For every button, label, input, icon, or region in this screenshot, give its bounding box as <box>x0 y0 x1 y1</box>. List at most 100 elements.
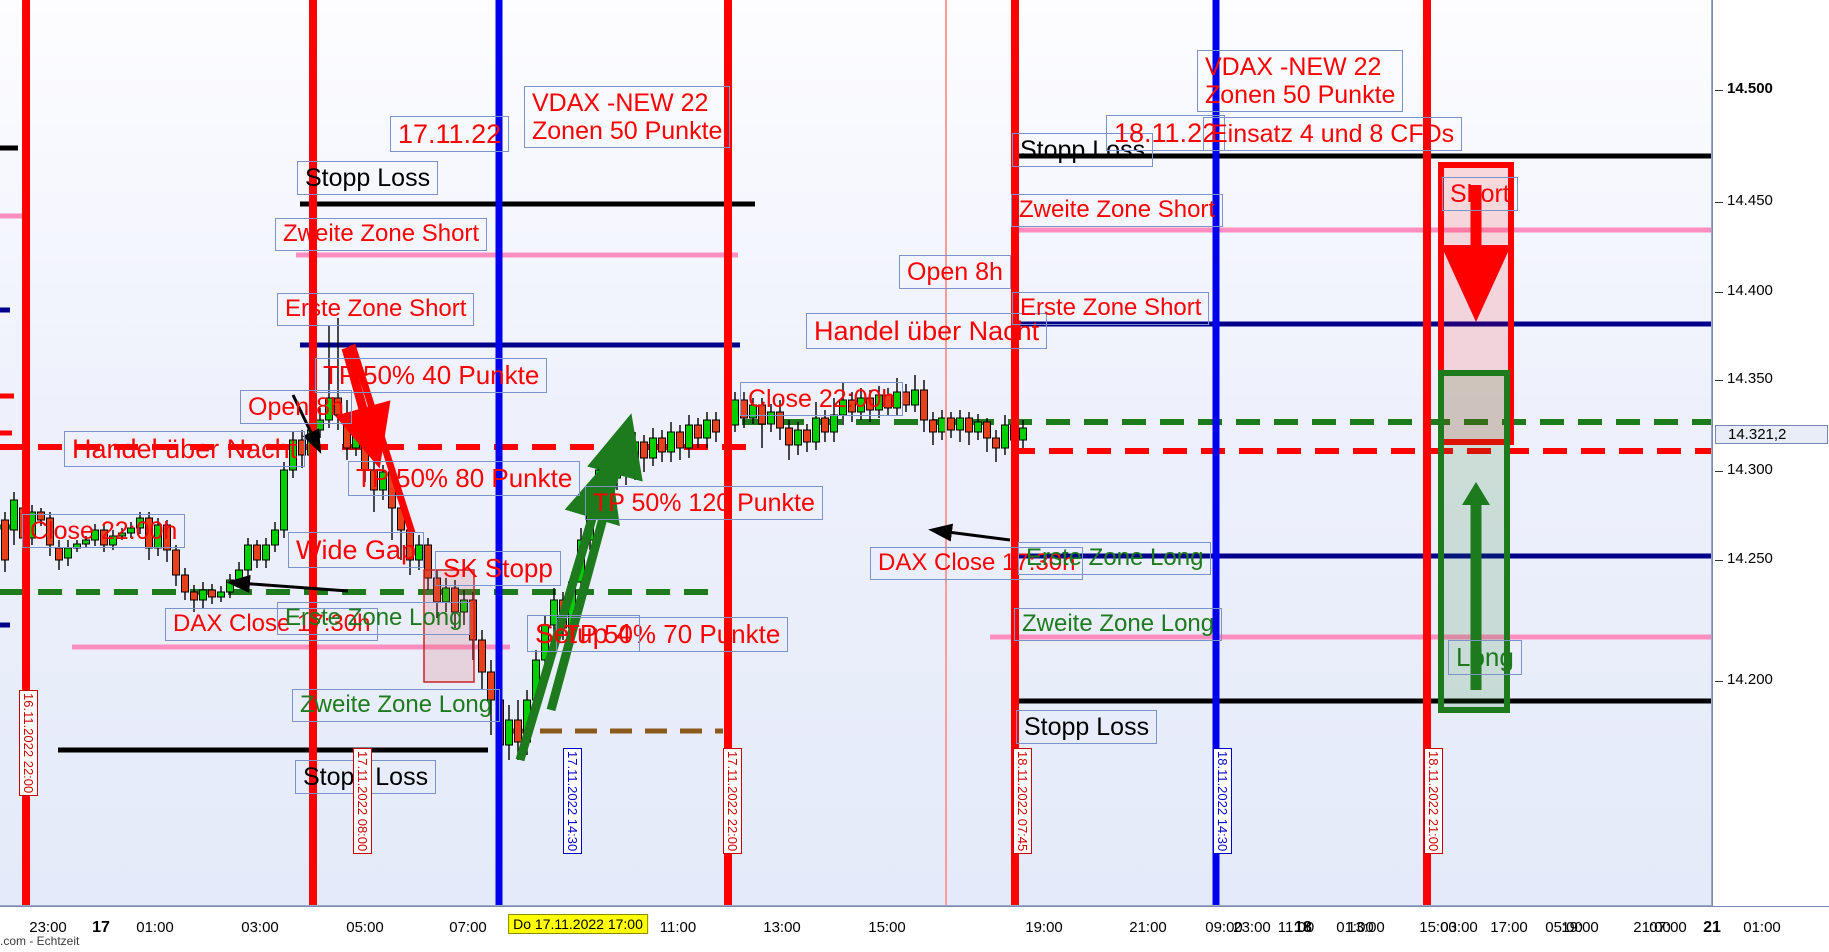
time-tick-label: 15:00 <box>1419 919 1457 936</box>
candle-body <box>785 427 793 446</box>
callout-zweite-zone-long-1[interactable]: Zweite Zone Long <box>292 689 501 722</box>
callout-close-22-2[interactable]: Close 22:00h <box>740 382 904 416</box>
candle-body <box>920 389 928 421</box>
callout-erste-zone-short-2[interactable]: Erste Zone Short <box>1012 292 1210 325</box>
callout-tp-40[interactable]: TP 50% 40 Punkte <box>315 358 548 394</box>
candle-body <box>658 437 666 453</box>
callout-close-22-1[interactable]: Close 22:00h <box>22 514 186 548</box>
short-arrow-head <box>1462 265 1490 290</box>
time-tick-label: 05:00 <box>1545 919 1583 936</box>
price-tick-mark <box>1715 90 1723 91</box>
candle-body <box>731 399 739 426</box>
vertical-date-tag: 17.11.2022 14:30 <box>563 748 582 855</box>
time-tick-label: 21:00 <box>1633 919 1671 936</box>
candle-body <box>694 424 702 439</box>
callout-tp-70[interactable]: TP 50% 70 Punkte <box>556 617 789 653</box>
chart-plot-area[interactable]: 17.11.22 VDAX -NEW 22 Zonen 50 Punkte Stopp… <box>0 0 1712 906</box>
candle-body <box>64 547 72 559</box>
candle-body <box>1010 424 1018 441</box>
candle-body <box>992 437 1000 449</box>
callout-erste-zone-long-2[interactable]: Erste Zone Long <box>1018 542 1212 575</box>
dax-close-arrow-1 <box>226 574 349 593</box>
callout-handel-nacht-1[interactable]: Handel über Nacht <box>64 431 306 468</box>
callout-line: Zonen 50 Punkte <box>532 117 723 145</box>
time-tick-label: 17 <box>92 919 110 936</box>
price-tick-mark <box>1715 202 1723 203</box>
time-tick-label: 03:00 <box>241 919 279 936</box>
time-cursor-label: Do 17.11.2022 17:00 <box>508 914 648 934</box>
callout-vdax-right[interactable]: VDAX -NEW 22 Zonen 50 Punkte <box>1197 50 1404 112</box>
time-tick-label: 07:00 <box>1649 919 1687 936</box>
price-tick-mark <box>1715 560 1723 561</box>
price-tick-label: 14.500 <box>1727 80 1773 97</box>
candle-body <box>911 389 919 406</box>
candle-body <box>622 454 630 471</box>
callout-dax-close-1[interactable]: DAX Close 17:30h <box>165 608 379 641</box>
callout-handel-nacht-2[interactable]: Handel über Nacht <box>806 313 1048 350</box>
callout-sk-stopp[interactable]: SK Stopp <box>435 551 561 587</box>
price-tick-label: 14.450 <box>1727 192 1773 209</box>
callout-date-18[interactable]: 18.11.22 <box>1106 115 1226 152</box>
callout-zweite-zone-long-2[interactable]: Zweite Zone Long <box>1014 608 1223 641</box>
candle-body <box>956 417 964 431</box>
callout-stopp-loss-4[interactable]: Stopp Loss <box>1016 710 1158 744</box>
vertical-date-tag: 18.11.2022 21:00 <box>1424 748 1443 855</box>
candle-body <box>181 574 189 593</box>
candle-body <box>812 417 820 443</box>
time-tick-label: 17:00 <box>1490 919 1528 936</box>
candle-body <box>974 421 982 433</box>
candle-body <box>244 544 252 571</box>
candle-body <box>352 435 360 449</box>
callout-dax-close-2[interactable]: DAX Close 17:30h <box>870 547 1084 580</box>
long-arrow-head <box>1462 482 1490 505</box>
callout-tp-120[interactable]: TP 50% 120 Punkte <box>585 486 823 520</box>
time-tick-label: 01:00 <box>1743 919 1781 936</box>
price-tick-mark <box>1715 681 1723 682</box>
candle-body <box>631 441 639 471</box>
candle-body <box>667 431 675 453</box>
time-tick-label: 07:00 <box>449 919 487 936</box>
callout-erste-zone-long-1[interactable]: Erste Zone Long <box>277 602 471 635</box>
callout-stopp-loss-3[interactable]: Stopp Loss <box>1012 133 1154 167</box>
time-tick-label: 19:00 <box>1561 919 1599 936</box>
callout-zweite-zone-short-1[interactable]: Zweite Zone Short <box>275 218 488 251</box>
time-tick-label: 19:00 <box>1025 919 1063 936</box>
time-axis[interactable]: 23:00 17 01:00 03:00 05:00 07:00 09:00 11:00 13:… <box>0 906 1829 952</box>
candle-body <box>172 549 180 576</box>
callout-long-tag[interactable]: Long <box>1448 640 1522 676</box>
time-tick-label: 09:00 <box>1205 919 1243 936</box>
callout-setup-4[interactable]: Setup 4 <box>527 615 640 653</box>
time-tick-label: 23:00 <box>29 919 67 936</box>
price-tick-mark <box>1715 380 1723 381</box>
callout-open-8h-1[interactable]: Open 8h <box>240 390 352 424</box>
vertical-date-tag: 17.11.2022 22:00 <box>723 748 742 855</box>
callout-open-8h-2[interactable]: Open 8h <box>899 255 1011 289</box>
candle-body <box>902 391 910 406</box>
time-tick-label: 11:00 <box>1277 919 1315 936</box>
callout-einsatz[interactable]: Einsatz 4 und 8 CFDs <box>1203 117 1463 151</box>
candle-body <box>262 544 270 561</box>
candle-body <box>1019 427 1027 441</box>
callout-zweite-zone-short-2[interactable]: Zweite Zone Short <box>1011 194 1224 227</box>
callout-short-tag[interactable]: Short <box>1442 177 1518 211</box>
callout-line: Zonen 50 Punkte <box>1205 81 1396 109</box>
candle-body <box>307 429 315 456</box>
candle-body <box>505 719 513 746</box>
callout-vdax-left[interactable]: VDAX -NEW 22 Zonen 50 Punkte <box>524 86 731 148</box>
candle-body <box>640 441 648 459</box>
price-axis[interactable]: 14.500 14.450 14.400 14.350 14.300 14.250 14.2… <box>1712 0 1829 906</box>
price-tick-mark <box>1715 292 1723 293</box>
callout-date-17[interactable]: 17.11.22 <box>390 116 510 153</box>
callout-erste-zone-short-1[interactable]: Erste Zone Short <box>277 293 475 326</box>
callout-stopp-loss-1[interactable]: Stopp Loss <box>297 161 439 195</box>
candle-body <box>208 589 216 598</box>
candle-body <box>280 469 288 531</box>
source-watermark: .com - Echtzeit <box>0 934 80 948</box>
callout-wide-gap[interactable]: Wide Gap <box>288 532 425 569</box>
candle-body <box>830 414 838 433</box>
callout-tp-80[interactable]: TP 50% 80 Punkte <box>348 461 581 497</box>
candle-body <box>55 547 63 561</box>
time-tick-label: 05:00 <box>346 919 384 936</box>
candle-body <box>397 507 405 531</box>
